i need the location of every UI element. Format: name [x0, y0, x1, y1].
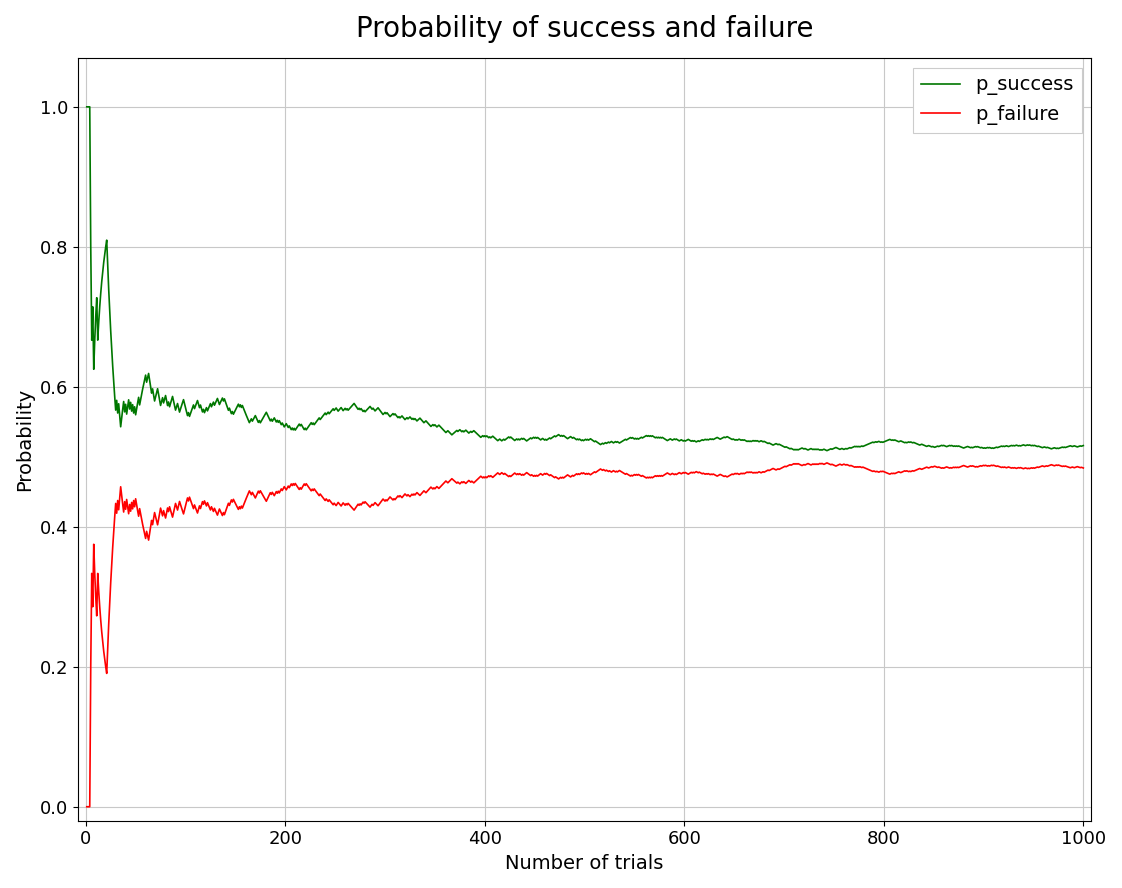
p_failure — [519, 468, 533, 479]
X-axis label: Number of trials: Number of trials — [505, 854, 664, 873]
Line: p_failure: p_failure — [86, 463, 1084, 806]
p_success — [820, 445, 834, 456]
Line: p_success: p_success — [86, 107, 1084, 450]
Title: Probability of success and failure: Probability of success and failure — [356, 15, 813, 43]
p_failure — [1077, 463, 1091, 473]
Y-axis label: Probability: Probability — [15, 388, 34, 491]
p_failure — [764, 464, 778, 475]
p_success — [484, 432, 497, 442]
p_success — [182, 408, 195, 418]
p_success — [764, 439, 778, 449]
p_failure — [80, 801, 93, 812]
p_failure — [858, 463, 872, 473]
p_success — [519, 435, 533, 446]
p_failure — [182, 496, 195, 506]
p_failure — [876, 466, 890, 477]
p_failure — [484, 472, 497, 482]
p_success — [876, 437, 890, 448]
p_success — [80, 101, 93, 112]
p_success — [858, 440, 872, 451]
Legend: p_success, p_failure: p_success, p_failure — [913, 67, 1082, 133]
p_success — [1077, 440, 1091, 451]
p_failure — [820, 457, 834, 468]
